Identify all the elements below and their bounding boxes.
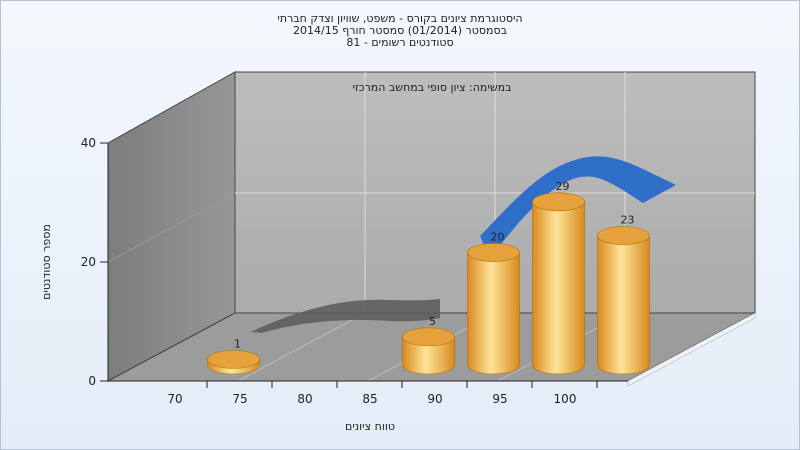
x-tick-label: 100 <box>554 392 577 406</box>
y-axis-title: מספר סטודנטים <box>40 224 53 300</box>
histogram-bar <box>532 192 585 375</box>
x-tick-label: 75 <box>232 392 247 406</box>
y-ticks: 0 20 40 <box>81 136 108 388</box>
chart-title-line-2: בסמסטר (01/2014) סמסטר חורף 2014/15 <box>293 24 507 37</box>
x-tick-label: 80 <box>297 392 312 406</box>
bar-value-label: 20 <box>491 230 505 243</box>
x-tick-label: 85 <box>362 392 377 406</box>
y-tick-label: 0 <box>88 374 96 388</box>
bar-top <box>532 192 585 212</box>
bar-body <box>597 235 650 375</box>
bar-top <box>597 226 650 245</box>
bar-top <box>467 243 520 262</box>
bar-body <box>532 201 585 375</box>
bar-top <box>207 350 260 369</box>
chart-title-line-1: היסטוגרמת ציונים בקורס - משפט, שוויון וצ… <box>277 12 523 25</box>
bar-top <box>402 327 455 347</box>
chart-subtitle: במשימה: ציון סופי במחשב המרכזי <box>352 81 511 94</box>
bar-value-label: 1 <box>234 337 241 350</box>
x-tick-label: 70 <box>167 392 182 406</box>
x-tick-label: 90 <box>427 392 442 406</box>
gridline-side-y20 <box>107 192 236 263</box>
floor-front-edge <box>627 312 756 387</box>
bar-body <box>402 336 455 375</box>
chart-title-line-3: סטודנטים רשומים - 81 <box>346 36 454 49</box>
trend-ribbon-grey <box>250 299 440 333</box>
bar-value-label: 29 <box>556 180 570 193</box>
bar-value-label: 23 <box>621 214 635 227</box>
bar-body <box>467 252 520 375</box>
gridline-floor-x75 <box>237 312 366 382</box>
y-tick-label: 40 <box>81 136 96 150</box>
bar-value-label: 5 <box>429 315 436 328</box>
x-axis-title: טווח ציונים <box>345 420 395 433</box>
histogram-bar <box>402 327 455 375</box>
bars-group: 1 5 20 29 23 <box>207 180 650 375</box>
histogram-bar <box>207 350 260 375</box>
y-tick-label: 20 <box>81 255 96 269</box>
x-tick-label: 95 <box>492 392 507 406</box>
histogram-bar <box>597 226 650 375</box>
histogram-bar <box>467 243 520 375</box>
trend-ribbon-blue <box>480 156 676 258</box>
x-ticks: 70 75 80 85 90 95 100 <box>167 381 598 406</box>
